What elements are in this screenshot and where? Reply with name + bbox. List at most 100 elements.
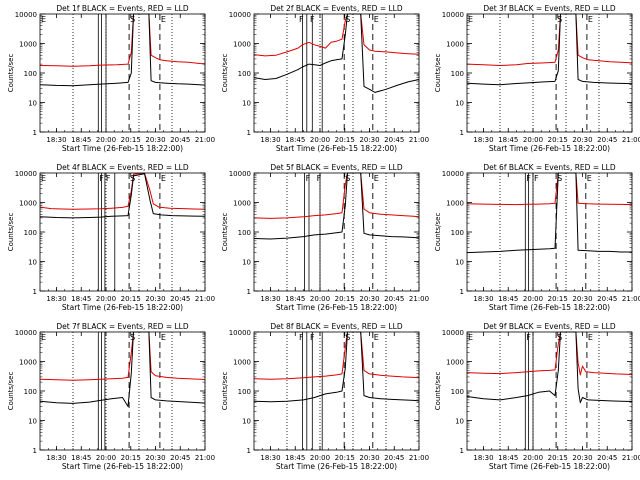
marker-label: E — [587, 174, 592, 183]
marker-label: E — [468, 15, 473, 24]
y-tick-label: 100 — [451, 70, 464, 78]
y-axis-label: Counts/sec — [434, 54, 442, 93]
y-tick-label: 10 — [455, 100, 464, 108]
x-tick-label: 20:15 — [335, 295, 355, 303]
marker-label: F — [317, 174, 322, 183]
y-tick-label: 1 — [33, 288, 37, 296]
y-axis-label: Counts/sec — [221, 213, 229, 252]
y-tick-label: 1 — [460, 288, 464, 296]
y-tick-label: 100 — [24, 229, 37, 237]
panel-det-5: Det 5f BLACK = Events, RED = LLD F F S E 18:3… — [221, 163, 429, 312]
marker-label: F — [99, 174, 104, 183]
panel-det-4: Det 4f BLACK = Events, RED = LLD E F F S E 18:… — [7, 163, 215, 312]
marker-label: F — [306, 174, 311, 183]
x-tick-label: 18:45 — [285, 136, 305, 144]
x-tick-label: 20:15 — [121, 136, 141, 144]
x-tick-label: 21:00 — [409, 136, 429, 144]
marker-label: E — [41, 15, 46, 24]
x-tick-label: 21:00 — [409, 454, 429, 462]
x-tick-label: 20:45 — [384, 454, 404, 462]
y-axis-label: Counts/sec — [7, 213, 15, 252]
marker-label: S — [345, 174, 350, 183]
marker-label: E — [468, 333, 473, 342]
x-tick-label: 20:00 — [523, 454, 543, 462]
panel-title: Det 6f BLACK = Events, RED = LLD — [483, 163, 616, 172]
y-tick-label: 10000 — [442, 11, 464, 19]
y-tick-label: 10 — [455, 259, 464, 267]
marker-label: S — [130, 333, 135, 342]
y-tick-label: 100 — [238, 70, 251, 78]
y-tick-label: 10000 — [15, 170, 37, 178]
panel-title: Det 7f BLACK = Events, RED = LLD — [56, 322, 189, 331]
x-axis-label: Start Time (26-Feb-15 18:22:00) — [489, 462, 610, 471]
panel-det-3: Det 3f BLACK = Events, RED = LLD E S E 18:30… — [434, 4, 640, 153]
x-tick-label: 20:00 — [310, 136, 330, 144]
marker-label: F — [310, 15, 315, 24]
series-lld — [466, 172, 633, 206]
x-tick-label: 18:30 — [46, 136, 66, 144]
y-axis-label: Counts/sec — [434, 213, 442, 252]
y-tick-label: 100 — [238, 388, 251, 396]
x-tick-label: 18:30 — [260, 295, 280, 303]
marker-label: S — [345, 333, 350, 342]
x-tick-label: 20:15 — [335, 454, 355, 462]
x-tick-label: 20:00 — [96, 454, 116, 462]
y-axis-label: Counts/sec — [221, 54, 229, 93]
y-tick-label: 1000 — [233, 200, 251, 208]
x-axis-label: Start Time (26-Feb-15 18:22:00) — [62, 303, 183, 312]
x-axis-label: Start Time (26-Feb-15 18:22:00) — [489, 144, 610, 153]
series-lld — [253, 13, 420, 57]
y-tick-label: 10000 — [229, 11, 251, 19]
x-tick-label: 20:00 — [310, 454, 330, 462]
x-tick-label: 20:00 — [523, 295, 543, 303]
y-tick-label: 1000 — [233, 41, 251, 49]
x-tick-label: 20:30 — [359, 454, 379, 462]
series-events — [39, 331, 206, 407]
x-axis-label: Start Time (26-Feb-15 18:22:00) — [62, 144, 183, 153]
y-tick-label: 10 — [242, 100, 251, 108]
panel-det-9: Det 9f BLACK = Events, RED = LLD E F S E 18:3… — [434, 322, 640, 471]
series-events — [466, 172, 632, 254]
series-lld — [253, 172, 420, 219]
panel-det-1: Det 1f BLACK = Events, RED = LLD E S E 18:30… — [7, 4, 215, 153]
x-tick-label: 20:00 — [96, 295, 116, 303]
panel-title: Det 1f BLACK = Events, RED = LLD — [56, 4, 189, 13]
marker-label: S — [557, 174, 562, 183]
y-tick-label: 10 — [28, 418, 37, 426]
x-tick-label: 18:30 — [260, 454, 280, 462]
x-tick-label: 21:00 — [622, 295, 640, 303]
marker-label: F — [526, 174, 531, 183]
x-tick-label: 18:45 — [71, 136, 91, 144]
marker-label: F — [534, 174, 539, 183]
x-tick-label: 18:45 — [498, 454, 518, 462]
x-tick-label: 20:30 — [572, 136, 592, 144]
y-tick-label: 1 — [33, 129, 37, 137]
x-tick-label: 20:45 — [597, 295, 617, 303]
panel-title: Det 4f BLACK = Events, RED = LLD — [56, 163, 189, 172]
marker-label: E — [374, 174, 379, 183]
y-tick-label: 1000 — [233, 359, 251, 367]
x-tick-label: 21:00 — [195, 454, 215, 462]
x-tick-label: 18:45 — [285, 454, 305, 462]
x-tick-label: 20:30 — [572, 295, 592, 303]
y-tick-label: 1000 — [446, 359, 464, 367]
y-tick-label: 1000 — [19, 41, 37, 49]
panel-det-2: Det 2f BLACK = Events, RED = LLD F F S E 18:3… — [221, 4, 429, 153]
x-tick-label: 20:45 — [384, 295, 404, 303]
y-tick-label: 1 — [247, 288, 251, 296]
y-tick-label: 10 — [28, 259, 37, 267]
x-axis-label: Start Time (26-Feb-15 18:22:00) — [276, 462, 397, 471]
panel-title: Det 5f BLACK = Events, RED = LLD — [270, 163, 403, 172]
y-axis-label: Counts/sec — [434, 372, 442, 411]
y-tick-label: 1 — [247, 447, 251, 455]
x-axis-label: Start Time (26-Feb-15 18:22:00) — [489, 303, 610, 312]
x-tick-label: 20:00 — [310, 295, 330, 303]
x-tick-label: 18:45 — [498, 136, 518, 144]
x-tick-label: 20:45 — [597, 454, 617, 462]
marker-label: E — [41, 174, 46, 183]
series-lld — [253, 331, 420, 380]
y-tick-label: 100 — [238, 229, 251, 237]
x-tick-label: 18:45 — [71, 295, 91, 303]
y-tick-label: 10 — [242, 259, 251, 267]
y-tick-label: 1000 — [19, 200, 37, 208]
